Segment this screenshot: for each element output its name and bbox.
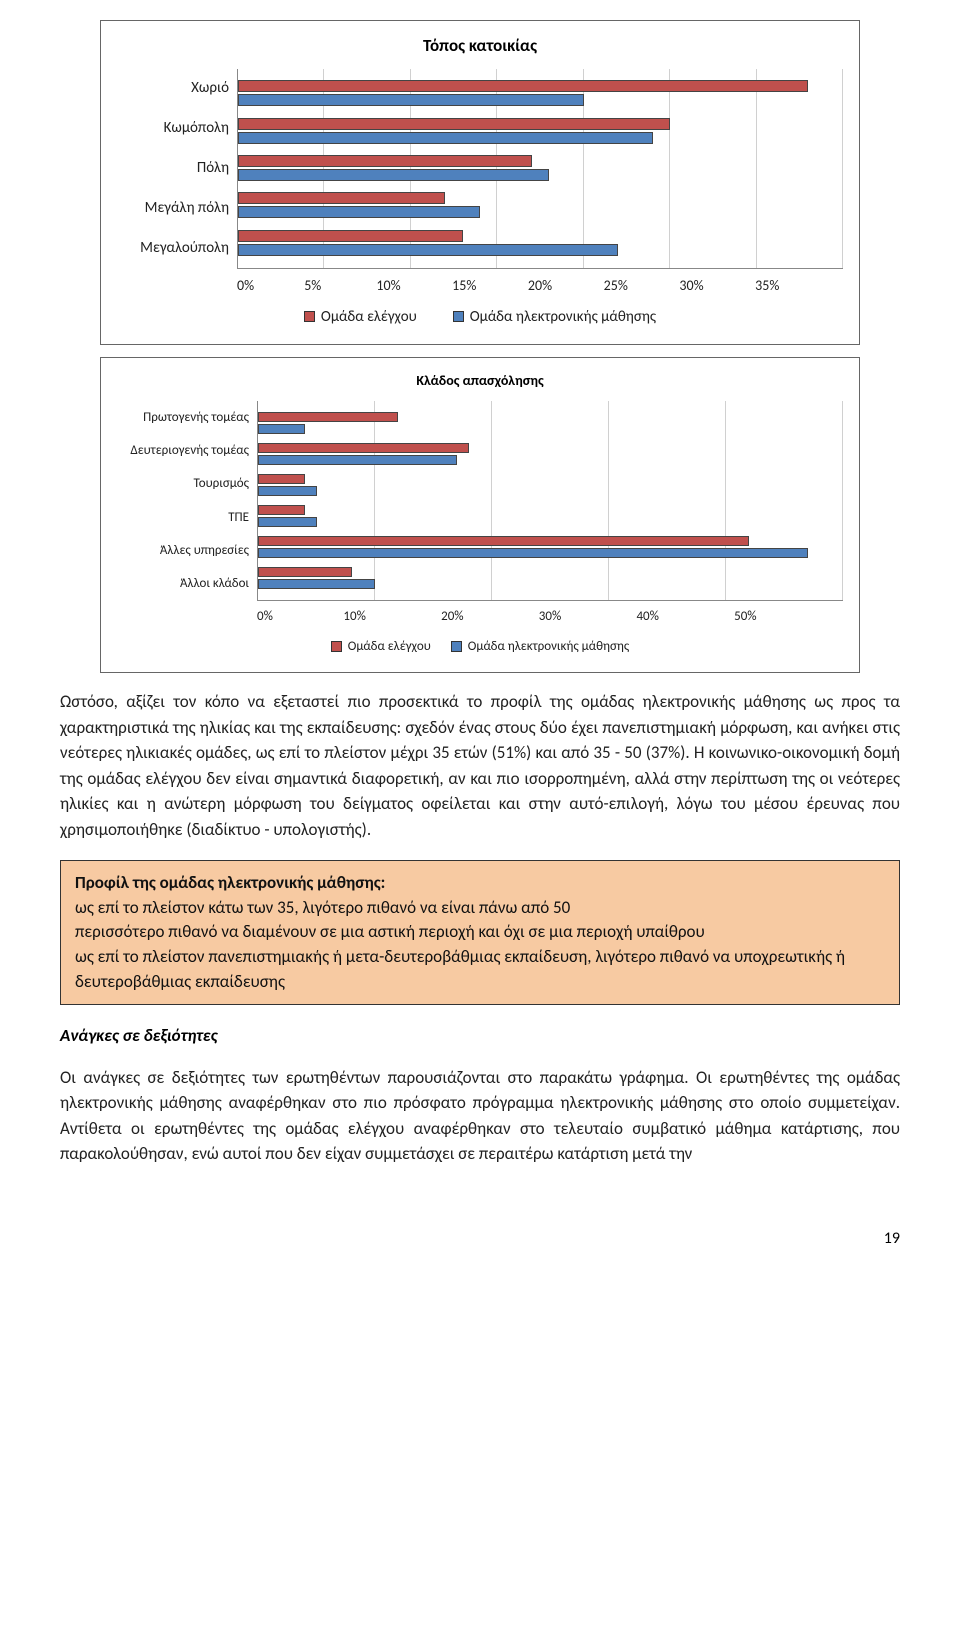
x-tick: 40%: [599, 607, 697, 627]
ylabel: ΤΠΕ: [117, 511, 249, 525]
bar-control: [238, 230, 463, 242]
bar-group: [258, 567, 843, 589]
summary-line: ως επί το πλείστον πανεπιστημιακής ή μετ…: [75, 945, 885, 994]
chart2-bars: [258, 401, 843, 600]
bar-group: [238, 192, 843, 218]
chart2-plot: [257, 401, 843, 601]
x-tick: 35%: [729, 275, 805, 296]
bar-control: [258, 412, 398, 422]
x-tick: 15%: [426, 275, 502, 296]
chart2-title: Κλάδος απασχόλησης: [117, 370, 843, 391]
ylabel: Τουρισμός: [117, 477, 249, 491]
chart2-legend: Ομάδα ελέγχου Ομάδα ηλεκτρονικής μάθησης: [117, 637, 843, 657]
x-tick: 30%: [654, 275, 730, 296]
bar-elearning: [258, 579, 375, 589]
bar-group: [258, 412, 843, 434]
chart2-x-axis: 0%10%20%30%40%50%: [257, 607, 843, 627]
legend-label: Ομάδα ελέγχου: [348, 637, 431, 657]
bar-elearning: [258, 424, 305, 434]
legend-label: Ομάδα ηλεκτρονικής μάθησης: [470, 306, 656, 329]
bar-elearning: [238, 206, 480, 218]
summary-line: ως επί το πλείστον κάτω των 35, λιγότερο…: [75, 896, 885, 921]
legend-item-elearning: Ομάδα ηλεκτρονικής μάθησης: [451, 637, 629, 657]
bar-control: [238, 80, 808, 92]
bar-control: [258, 474, 305, 484]
ylabel: Χωριό: [117, 77, 229, 100]
bar-control: [258, 567, 352, 577]
paragraph-skills-needs: Οι ανάγκες σε δεξιότητες των ερωτηθέντων…: [60, 1065, 900, 1167]
bar-group: [238, 155, 843, 181]
legend-item-control: Ομάδα ελέγχου: [331, 637, 431, 657]
ylabel: Κωμόπολη: [117, 117, 229, 140]
bar-group: [258, 536, 843, 558]
ylabel: Άλλες υπηρεσίες: [117, 544, 249, 558]
bar-group: [238, 230, 843, 256]
bar-elearning: [238, 244, 618, 256]
ylabel: Πόλη: [117, 157, 229, 180]
summary-line: περισσότερο πιθανό να διαμένουν σε μια α…: [75, 920, 885, 945]
ylabel: Μεγάλη πόλη: [117, 197, 229, 220]
square-icon: [331, 641, 342, 652]
bar-group: [238, 118, 843, 144]
bar-control: [238, 192, 445, 204]
square-icon: [453, 311, 464, 322]
bar-elearning: [238, 132, 653, 144]
legend-item-elearning: Ομάδα ηλεκτρονικής μάθησης: [453, 306, 656, 329]
ylabel: Δευτεριογενής τομέας: [117, 444, 249, 458]
bar-group: [258, 474, 843, 496]
chart-sector: Κλάδος απασχόλησης Πρωτογενής τομέας Δευ…: [100, 357, 860, 673]
chart1-legend: Ομάδα ελέγχου Ομάδα ηλεκτρονικής μάθησης: [117, 306, 843, 329]
section-heading-skills-needs: Ανάγκες σε δεξιότητες: [60, 1023, 900, 1049]
x-tick: 20%: [502, 275, 578, 296]
paragraph-profile-discussion: Ωστόσο, αξίζει τον κόπο να εξεταστεί πιο…: [60, 689, 900, 842]
x-tick: 10%: [351, 275, 427, 296]
bar-control: [238, 118, 670, 130]
x-tick: 50%: [697, 607, 795, 627]
square-icon: [304, 311, 315, 322]
legend-label: Ομάδα ελέγχου: [321, 306, 417, 329]
bar-elearning: [258, 455, 457, 465]
chart-residence: Τόπος κατοικίας Χωριό Κωμόπολη Πόλη Μεγά…: [100, 20, 860, 345]
chart1-bars: [238, 69, 843, 268]
profile-summary-box: Προφίλ της ομάδας ηλεκτρονικής μάθησης: …: [60, 860, 900, 1005]
bar-elearning: [238, 169, 549, 181]
x-tick: 20%: [404, 607, 502, 627]
chart2-y-axis: Πρωτογενής τομέας Δευτεριογενής τομέας Τ…: [117, 401, 257, 601]
ylabel: Πρωτογενής τομέας: [117, 411, 249, 425]
bar-group: [258, 505, 843, 527]
bar-group: [238, 80, 843, 106]
bar-elearning: [258, 486, 317, 496]
legend-label: Ομάδα ηλεκτρονικής μάθησης: [468, 637, 629, 657]
ylabel: Άλλοι κλάδοι: [117, 577, 249, 591]
bar-control: [258, 443, 469, 453]
ylabel: Μεγαλούπολη: [117, 237, 229, 260]
legend-item-control: Ομάδα ελέγχου: [304, 306, 417, 329]
bar-group: [258, 443, 843, 465]
x-tick: 30%: [501, 607, 599, 627]
bar-elearning: [238, 94, 584, 106]
chart1-title: Τόπος κατοικίας: [117, 33, 843, 59]
summary-title: Προφίλ της ομάδας ηλεκτρονικής μάθησης:: [75, 871, 885, 896]
chart1-x-axis: 0%5%10%15%20%25%30%35%: [237, 275, 843, 296]
x-tick: 5%: [275, 275, 351, 296]
bar-control: [238, 155, 532, 167]
x-tick: 25%: [578, 275, 654, 296]
page-number: 19: [60, 1227, 900, 1251]
bar-control: [258, 536, 749, 546]
square-icon: [451, 641, 462, 652]
chart1-y-axis: Χωριό Κωμόπολη Πόλη Μεγάλη πόλη Μεγαλούπ…: [117, 69, 237, 269]
bar-control: [258, 505, 305, 515]
bar-elearning: [258, 548, 808, 558]
bar-elearning: [258, 517, 317, 527]
chart1-plot: [237, 69, 843, 269]
x-tick: 10%: [306, 607, 404, 627]
